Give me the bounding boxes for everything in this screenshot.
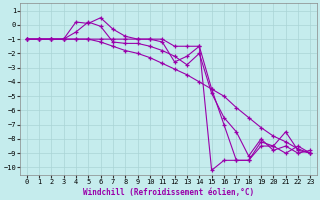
- X-axis label: Windchill (Refroidissement éolien,°C): Windchill (Refroidissement éolien,°C): [83, 188, 254, 197]
